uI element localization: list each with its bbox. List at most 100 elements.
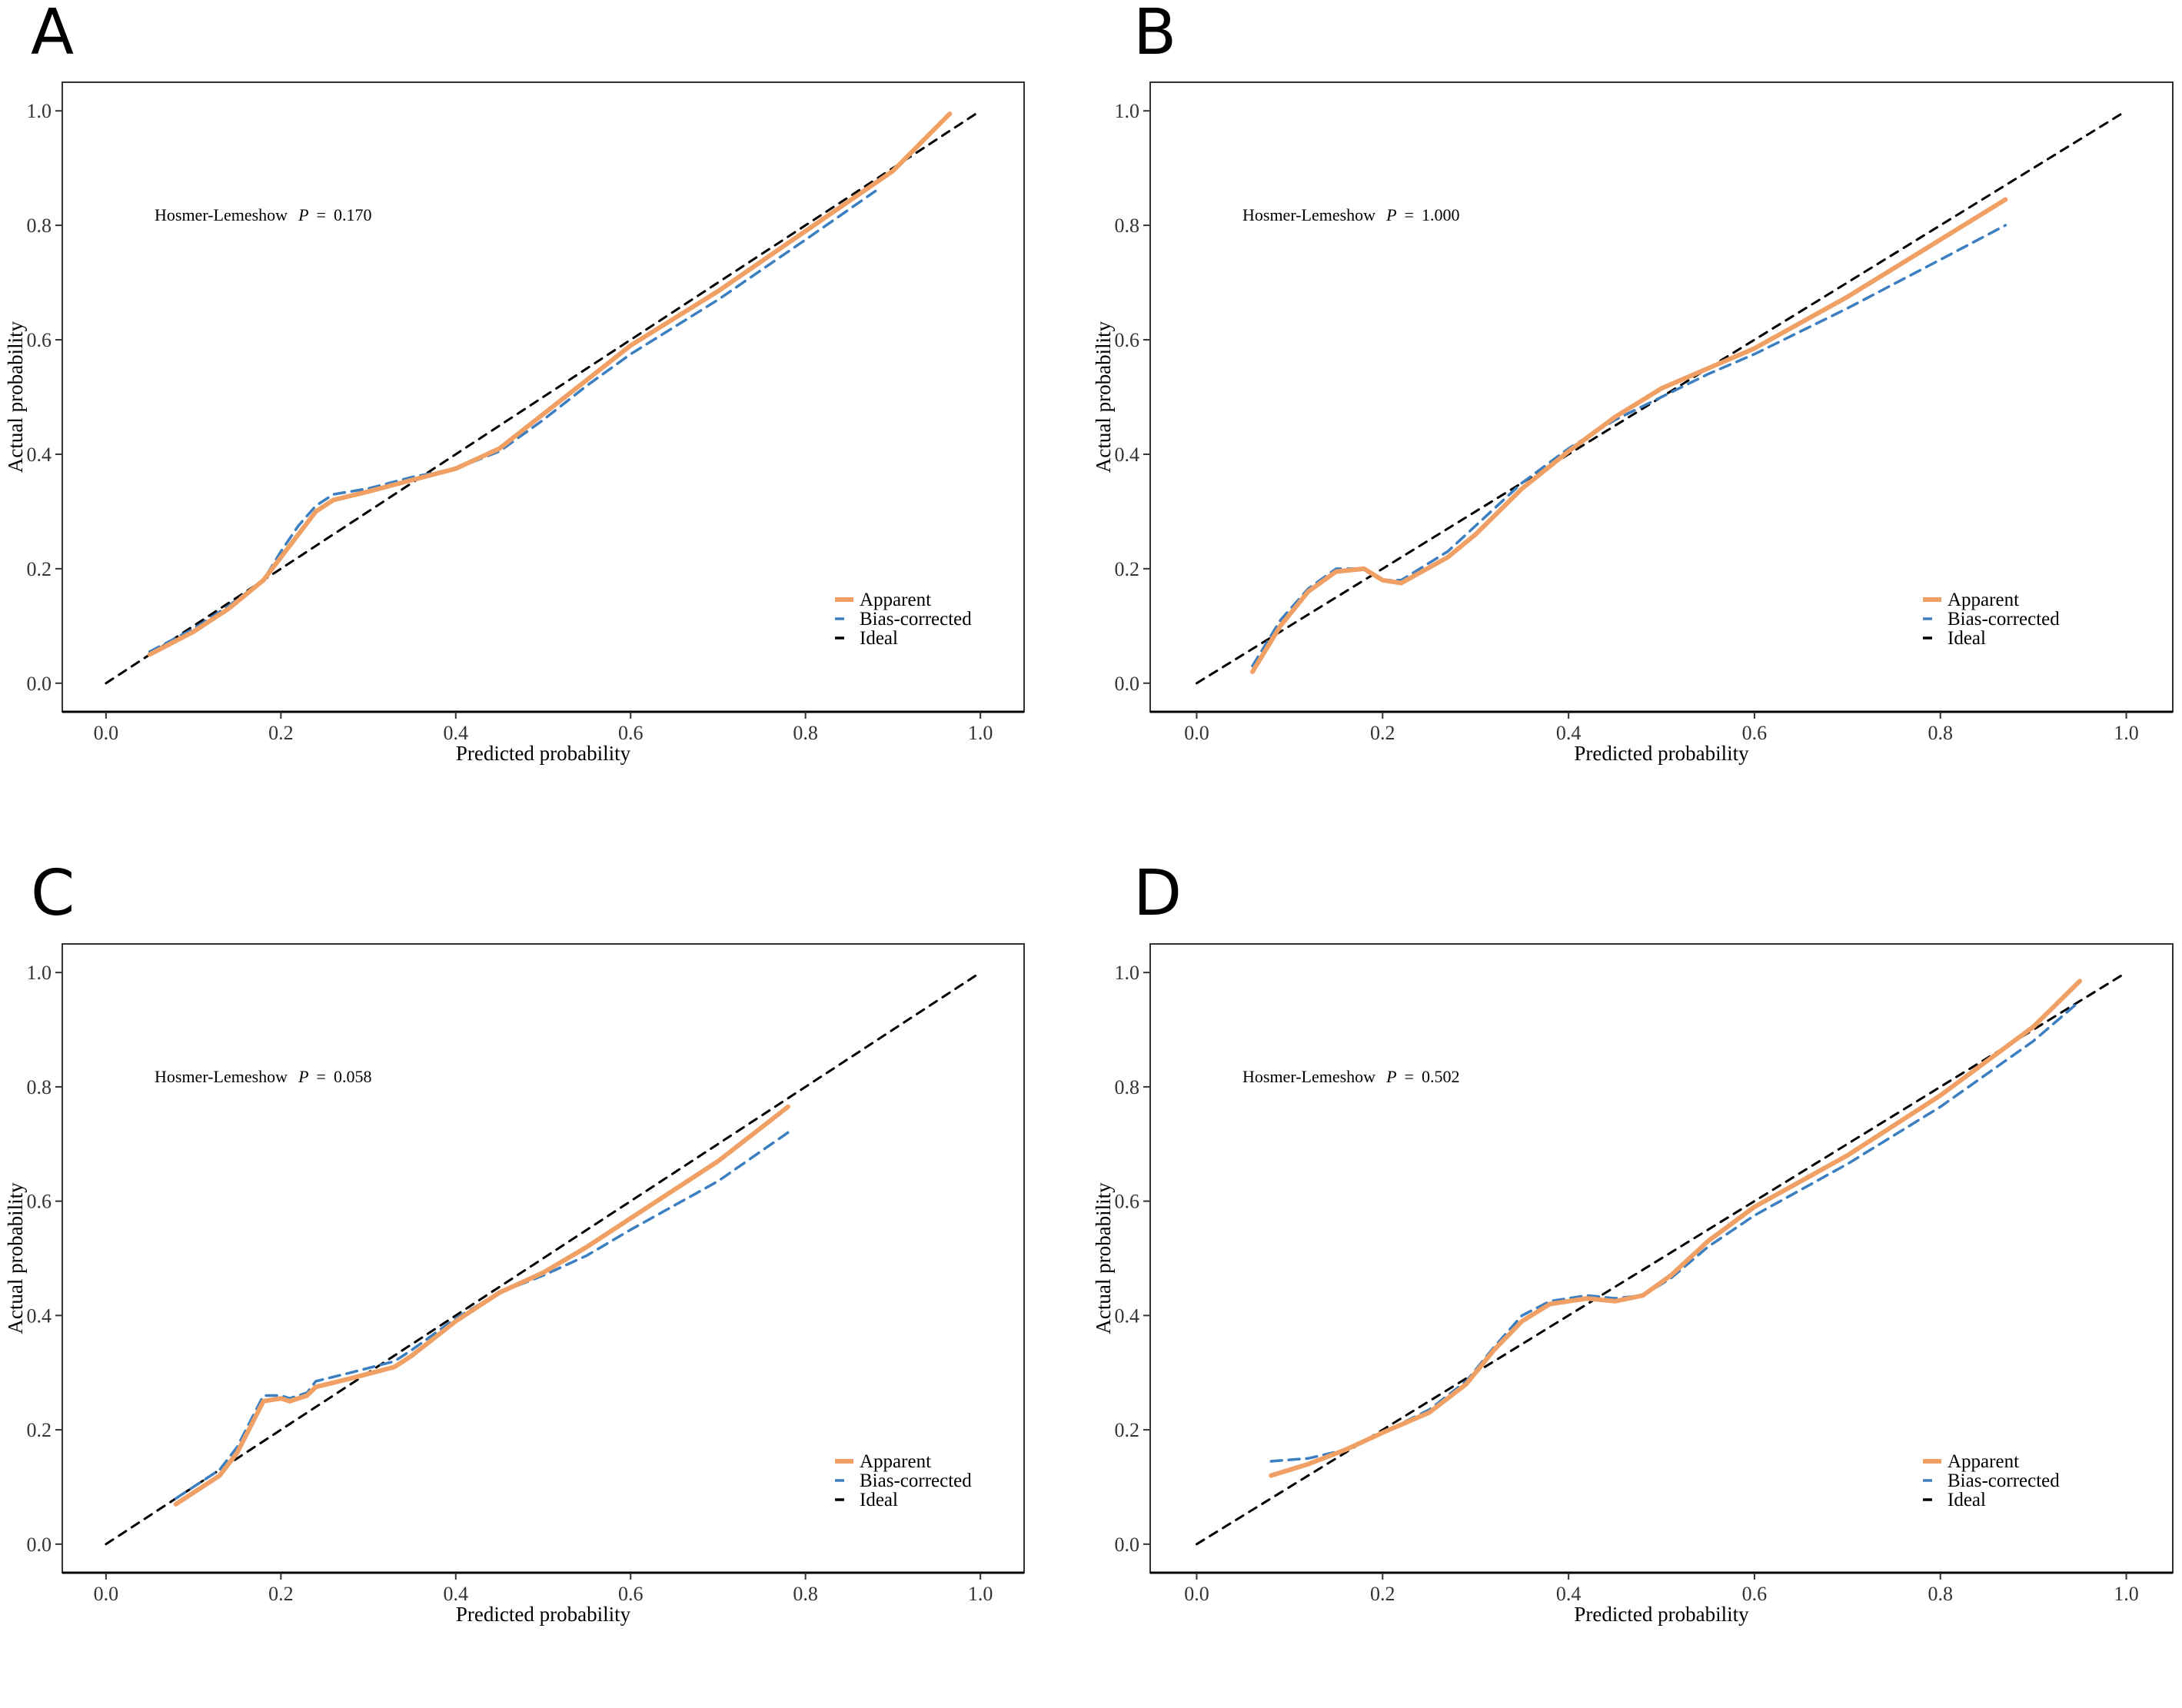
legend-label: Bias-corrected bbox=[860, 1470, 972, 1491]
x-axis-label: Predicted probability bbox=[456, 1603, 631, 1626]
y-tick-label: 0.2 bbox=[27, 1419, 52, 1441]
x-tick-label: 0.2 bbox=[1370, 722, 1395, 744]
x-tick-label: 1.0 bbox=[2114, 1583, 2139, 1605]
legend-label: Ideal bbox=[860, 1490, 898, 1510]
series-ideal bbox=[1196, 971, 2127, 1546]
y-tick-label: 1.0 bbox=[27, 100, 52, 122]
y-tick-label: 0.2 bbox=[1115, 558, 1140, 580]
x-axis-label: Predicted probability bbox=[456, 742, 631, 765]
y-tick-label: 0.4 bbox=[27, 1304, 52, 1327]
x-tick-label: 0.2 bbox=[268, 722, 294, 744]
x-tick-label: 1.0 bbox=[968, 1583, 993, 1605]
series-apparent bbox=[1269, 979, 2083, 1478]
y-tick-label: 0.4 bbox=[1115, 1304, 1140, 1327]
hl-eq: = bbox=[317, 1067, 326, 1086]
hl-prefix: Hosmer-Lemeshow bbox=[1242, 1067, 1375, 1086]
legend-label: Apparent bbox=[860, 590, 931, 610]
panel-b: B 0.0 0.2 0.4 0.6 0.8 1.0 0.0 0.2 0.4 0.6 0.8 1.0 Pre… bbox=[1092, 0, 2174, 765]
x-tick-label: 0.2 bbox=[1370, 1583, 1395, 1605]
legend-label: Bias-corrected bbox=[1948, 609, 2060, 630]
panel-a: A 0.0 0.2 0.4 0.6 0.8 1.0 0.0 0.2 0.4 0.6 0.8 1.0 Pre… bbox=[4, 0, 1025, 765]
x-tick-label: 0.0 bbox=[1184, 722, 1209, 744]
hosmer-lemeshow-annotation: Hosmer-Lemeshow P = 0.058 bbox=[155, 1067, 371, 1086]
series-apparent bbox=[173, 1104, 790, 1507]
panel-c: C 0.0 0.2 0.4 0.6 0.8 1.0 0.0 0.2 0.4 0.6 0.8 1.0 Pre… bbox=[4, 857, 1025, 1626]
x-tick-label: 0.2 bbox=[268, 1583, 294, 1605]
x-tick-label: 1.0 bbox=[2114, 722, 2139, 744]
hl-value: 1.000 bbox=[1422, 205, 1460, 224]
y-tick-label: 0.6 bbox=[27, 1191, 52, 1213]
hl-eq: = bbox=[317, 205, 326, 224]
x-tick-label: 0.4 bbox=[1556, 722, 1582, 744]
series-apparent bbox=[147, 111, 953, 657]
hl-value: 0.170 bbox=[334, 205, 372, 224]
x-tick-label: 0.0 bbox=[94, 1583, 119, 1605]
x-tick-label: 0.4 bbox=[444, 1583, 469, 1605]
legend-label: Ideal bbox=[1948, 628, 1986, 649]
y-tick-label: 1.0 bbox=[1115, 962, 1140, 984]
y-tick-label: 0.4 bbox=[1115, 444, 1140, 466]
legend-label: Apparent bbox=[860, 1451, 931, 1472]
legend-label: Bias-corrected bbox=[860, 609, 972, 630]
y-axis-label: Actual probability bbox=[4, 1182, 27, 1334]
panel-letter: C bbox=[31, 857, 75, 930]
x-tick-label: 0.8 bbox=[1928, 722, 1953, 744]
y-tick-label: 0.6 bbox=[1115, 329, 1140, 351]
x-tick-label: 0.4 bbox=[444, 722, 469, 744]
hl-value: 0.058 bbox=[334, 1067, 372, 1086]
y-tick-label: 0.8 bbox=[27, 1076, 52, 1098]
y-tick-label: 0.2 bbox=[27, 558, 52, 580]
panel-letter: A bbox=[31, 0, 74, 69]
y-tick-label: 0.6 bbox=[27, 329, 52, 351]
hl-prefix: Hosmer-Lemeshow bbox=[155, 205, 288, 224]
x-tick-label: 0.0 bbox=[1184, 1583, 1209, 1605]
x-axis-label: Predicted probability bbox=[1574, 1603, 1749, 1626]
x-tick-label: 0.8 bbox=[793, 722, 818, 744]
series-bias-corrected bbox=[175, 1131, 790, 1500]
panel-letter: D bbox=[1133, 857, 1182, 930]
y-tick-label: 1.0 bbox=[1115, 100, 1140, 122]
y-tick-label: 0.4 bbox=[27, 444, 52, 466]
x-tick-label: 1.0 bbox=[968, 722, 993, 744]
hl-stat: P bbox=[298, 205, 308, 224]
x-tick-label: 0.4 bbox=[1556, 1583, 1582, 1605]
x-tick-label: 0.0 bbox=[94, 722, 119, 744]
y-tick-label: 0.0 bbox=[27, 1534, 52, 1556]
y-tick-label: 0.8 bbox=[1115, 214, 1140, 237]
x-tick-label: 0.6 bbox=[618, 722, 644, 744]
series-apparent bbox=[1250, 197, 2008, 674]
legend-label: Bias-corrected bbox=[1948, 1470, 2060, 1491]
hl-value: 0.502 bbox=[1422, 1067, 1460, 1086]
hl-stat: P bbox=[298, 1067, 308, 1086]
hl-eq: = bbox=[1405, 205, 1414, 224]
y-axis-label: Actual probability bbox=[1092, 1182, 1115, 1334]
hosmer-lemeshow-annotation: Hosmer-Lemeshow P = 1.000 bbox=[1242, 205, 1459, 224]
legend-label: Ideal bbox=[860, 628, 898, 649]
y-tick-label: 0.0 bbox=[27, 673, 52, 695]
legend-label: Apparent bbox=[1948, 1451, 2019, 1472]
panel-d: D 0.0 0.2 0.4 0.6 0.8 1.0 0.0 0.2 0.4 0.6 0.8 1.0 Pre… bbox=[1092, 857, 2174, 1626]
series-bias-corrected bbox=[1251, 224, 2007, 668]
x-tick-label: 0.6 bbox=[1742, 1583, 1768, 1605]
y-tick-label: 0.8 bbox=[1115, 1076, 1140, 1098]
y-tick-label: 0.8 bbox=[27, 214, 52, 237]
y-tick-label: 0.2 bbox=[1115, 1419, 1140, 1441]
panel-letter: B bbox=[1133, 0, 1176, 69]
y-tick-label: 0.0 bbox=[1115, 673, 1140, 695]
legend-label: Ideal bbox=[1948, 1490, 1986, 1510]
hl-eq: = bbox=[1405, 1067, 1414, 1086]
x-tick-label: 0.6 bbox=[618, 1583, 644, 1605]
y-axis-label: Actual probability bbox=[1092, 321, 1115, 473]
y-tick-label: 1.0 bbox=[27, 962, 52, 984]
x-tick-label: 0.6 bbox=[1742, 722, 1768, 744]
series-ideal bbox=[105, 971, 982, 1546]
hl-stat: P bbox=[1385, 205, 1396, 224]
x-tick-label: 0.8 bbox=[1928, 1583, 1953, 1605]
hl-stat: P bbox=[1385, 1067, 1396, 1086]
y-tick-label: 0.6 bbox=[1115, 1191, 1140, 1213]
